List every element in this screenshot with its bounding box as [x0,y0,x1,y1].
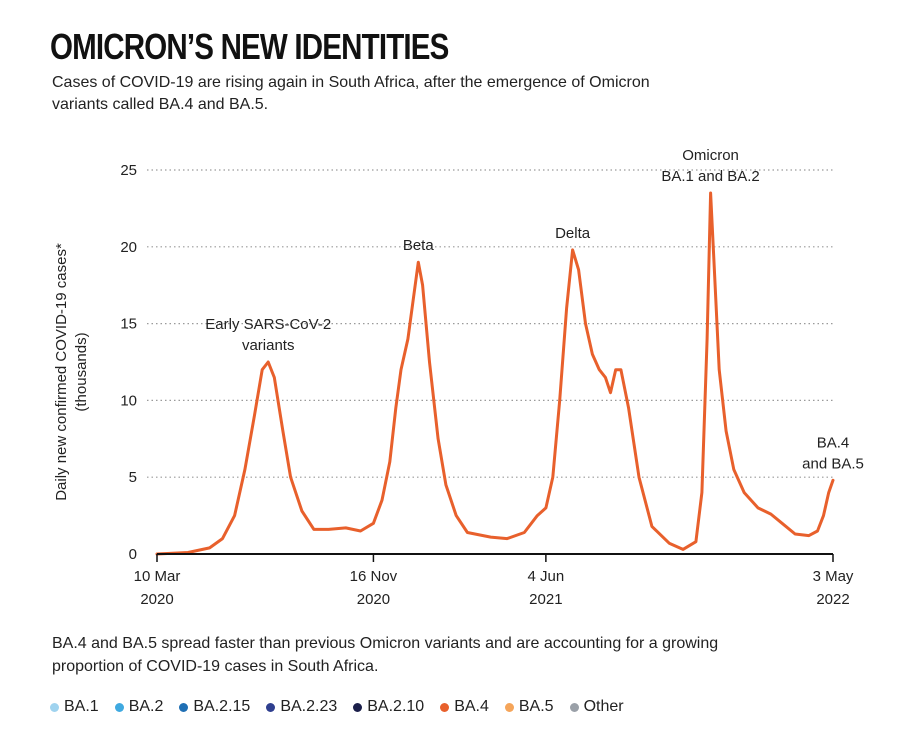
x-tick-label: 3 May [813,568,854,585]
x-tick-year: 2020 [140,591,173,608]
legend-item: BA.5 [504,698,554,716]
legend-dot [266,702,276,712]
legend-item: BA.2 [114,698,164,716]
legend-label: BA.5 [518,698,554,715]
x-tick-year: 2022 [816,591,849,608]
y-axis-label: Daily new confirmed COVID-19 cases* [53,243,70,501]
series-line-0 [155,191,835,556]
annotation-label: Delta [555,225,591,242]
legend-dot [50,702,59,712]
annotation-label: variants [242,337,295,354]
y-tick-label: 15 [120,316,137,333]
legend-label: Other [583,698,624,715]
y-tick-label: 5 [129,469,137,486]
x-tick-year: 2021 [529,591,562,608]
chart-subtitle: Cases of COVID-19 are rising again in So… [52,74,650,113]
annotation-label: and BA.5 [802,455,864,472]
annotation-label: Omicron [682,147,739,164]
legend-item: Other [569,698,624,716]
chart-title: OMICRON’S NEW IDENTITIES [50,26,449,67]
legend-dot [353,702,363,712]
y-axis-label: (thousands) [73,332,90,411]
legend-dot [569,702,579,712]
chart-footnote: BA.4 and BA.5 spread faster than previou… [52,635,719,675]
y-tick-label: 0 [129,546,137,563]
legend-label: BA.1 [64,698,99,715]
legend: BA.1 BA.2 BA.2.15 BA.2.23 BA.2.10 BA.4 BA.5 Oth… [50,698,624,716]
annotation-label: BA.4 [817,434,850,451]
legend-label: BA.2 [128,698,164,715]
y-tick-label: 20 [120,239,137,256]
legend-label: BA.2.15 [193,698,251,715]
legend-dot [504,702,514,712]
legend-dot [440,702,450,712]
legend-dot [114,702,124,712]
x-tick-year: 2020 [357,591,390,608]
legend-item: BA.4 [440,698,489,716]
chart-svg: 0 5 10 15 20 25 Daily new confirmed COVID-19 c… [53,147,864,608]
legend-item: BA.2.15 [179,698,250,716]
x-tick-label: 4 Jun [528,568,565,585]
x-tick-label: 10 Mar [134,568,181,585]
legend-item: BA.1 [50,698,99,716]
y-tick-label: 25 [120,162,137,179]
legend-item: BA.2.10 [353,698,424,716]
legend-label: BA.2.23 [280,698,338,715]
legend-label: BA.2.10 [367,698,425,715]
y-tick-label: 10 [120,392,137,409]
legend-dot [179,702,189,712]
x-tick-label: 16 Nov [350,568,398,585]
annotation-label: Early SARS-CoV-2 [205,316,331,333]
legend-item: BA.2.23 [266,698,337,716]
annotation-label: BA.1 and BA.2 [661,168,759,185]
legend-label: BA.4 [454,698,489,715]
annotation-label: Beta [403,237,435,254]
